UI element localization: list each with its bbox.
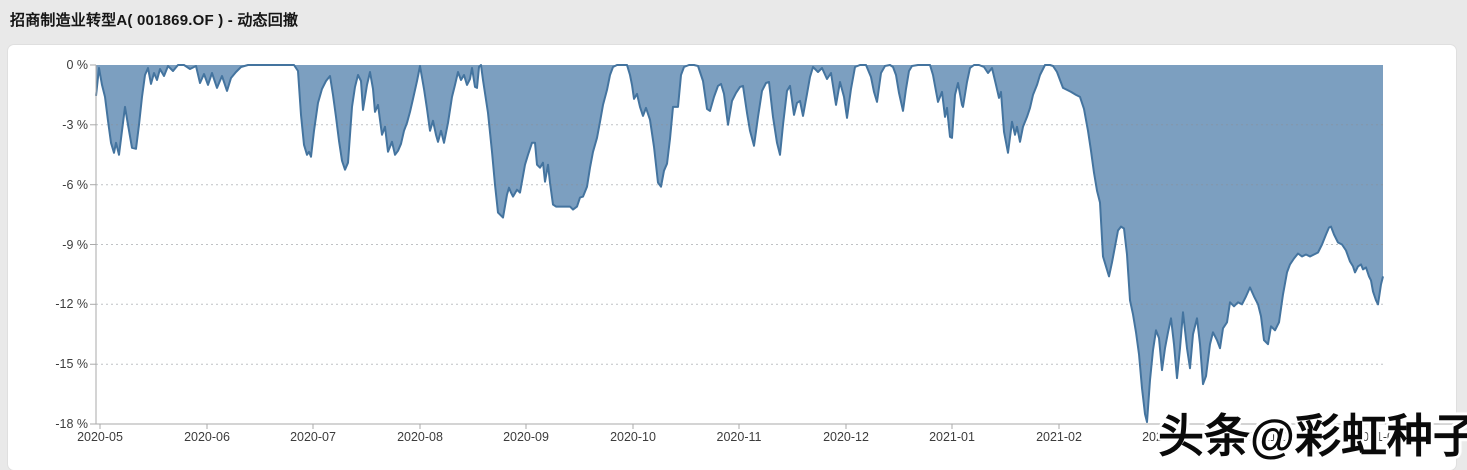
x-axis-label: 2021-05: [1355, 430, 1401, 444]
drawdown-curve-line: [95, 64, 1384, 423]
x-axis-label: 2021-04: [1249, 430, 1295, 444]
grid-lines: [96, 124, 1386, 365]
y-axis-label: 0 %: [66, 58, 88, 72]
drawdown-area-fill: [96, 65, 1383, 422]
page-title: 招商制造业转型A( 001869.OF ) - 动态回撤: [10, 12, 299, 29]
x-axis-label: 2020-08: [397, 430, 443, 444]
x-axis-label: 2021-01: [929, 430, 975, 444]
watermark: 头条@彩虹种子: [1158, 410, 1467, 462]
y-axis-label: -3 %: [62, 118, 88, 132]
tick-marks: [90, 64, 1379, 429]
y-axis-label: -18 %: [55, 417, 88, 431]
x-axis-label: 2020-07: [290, 430, 336, 444]
x-axis-label: 2020-11: [716, 430, 762, 444]
x-axis-label: 2020-05: [77, 430, 123, 444]
x-axis-label: 2020-09: [503, 430, 549, 444]
x-axis-label: 2020-06: [184, 430, 230, 444]
y-axis-label: -6 %: [62, 178, 88, 192]
x-axis-label: 2020-12: [823, 430, 869, 444]
x-axis-label: 2020-10: [610, 430, 656, 444]
y-axis-label: -9 %: [62, 238, 88, 252]
x-axis-label: 2021-02: [1036, 430, 1082, 444]
y-axis-label: -15 %: [55, 357, 88, 371]
y-axis-label: -12 %: [55, 297, 88, 311]
x-axis-label: 2021-03: [1142, 430, 1188, 444]
